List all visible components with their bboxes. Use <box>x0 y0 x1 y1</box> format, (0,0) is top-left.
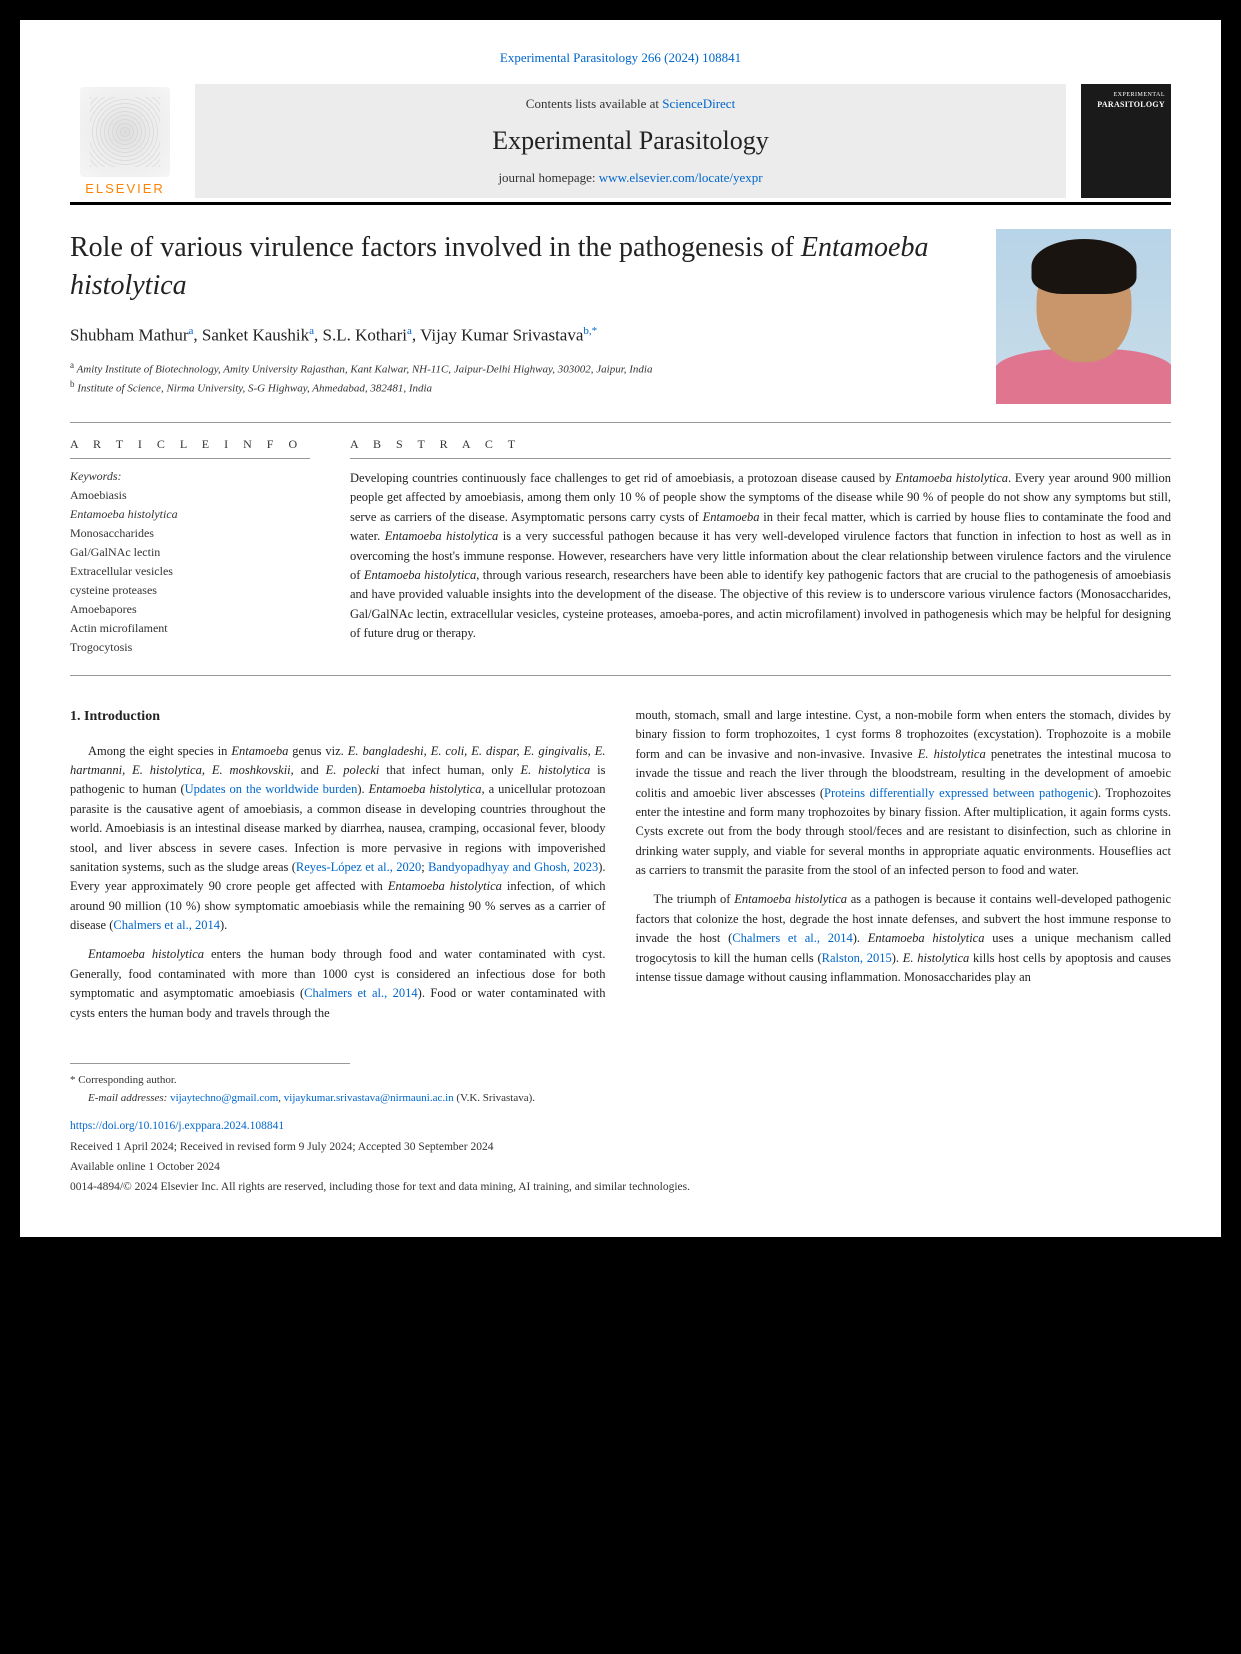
author-3: S.L. Kothari <box>323 325 408 344</box>
body-column-right: mouth, stomach, small and large intestin… <box>636 706 1172 1033</box>
keyword: Actin microfilament <box>70 619 310 637</box>
paragraph: The triumph of Entamoeba histolytica as … <box>636 890 1172 987</box>
copyright-line: 0014-4894/© 2024 Elsevier Inc. All right… <box>70 1178 1171 1196</box>
keyword: Monosaccharides <box>70 524 310 542</box>
abstract-column: A B S T R A C T Developing countries con… <box>350 437 1171 657</box>
author-photo <box>996 229 1171 404</box>
author-2: Sanket Kaushik <box>202 325 309 344</box>
paragraph: Entamoeba histolytica enters the human b… <box>70 945 606 1023</box>
citation-link[interactable]: Bandyopadhyay and Ghosh, 2023 <box>428 860 598 874</box>
homepage-link[interactable]: www.elsevier.com/locate/yexpr <box>599 170 763 185</box>
contents-prefix: Contents lists available at <box>526 96 662 111</box>
elsevier-label: ELSEVIER <box>85 181 165 196</box>
paragraph: mouth, stomach, small and large intestin… <box>636 706 1172 880</box>
keyword: Trogocytosis <box>70 638 310 656</box>
keyword: cysteine proteases <box>70 581 310 599</box>
author-4: Vijay Kumar Srivastava <box>420 325 583 344</box>
journal-banner: ELSEVIER Contents lists available at Sci… <box>70 84 1171 198</box>
homepage-line: journal homepage: www.elsevier.com/locat… <box>215 170 1046 186</box>
author-1: Shubham Mathur <box>70 325 189 344</box>
citation-link[interactable]: Reyes-López et al., 2020 <box>296 860 421 874</box>
title-text: Role of various virulence factors involv… <box>70 232 801 263</box>
sciencedirect-link[interactable]: ScienceDirect <box>662 96 735 111</box>
keyword: Amoebiasis <box>70 486 310 504</box>
page: Experimental Parasitology 266 (2024) 108… <box>20 20 1221 1237</box>
body-column-left: 1. Introduction Among the eight species … <box>70 706 606 1033</box>
abstract-text: Developing countries continuously face c… <box>350 469 1171 643</box>
body-columns: 1. Introduction Among the eight species … <box>70 706 1171 1033</box>
doi-link[interactable]: https://doi.org/10.1016/j.exppara.2024.1… <box>70 1117 1171 1135</box>
keywords-list: Amoebiasis Entamoeba histolytica Monosac… <box>70 486 310 656</box>
author-3-sup: a <box>407 325 412 337</box>
keywords-label: Keywords: <box>70 469 310 484</box>
elsevier-tree-icon <box>80 87 170 177</box>
keyword: Gal/GalNAc lectin <box>70 543 310 561</box>
title-block: Role of various virulence factors involv… <box>70 229 1171 404</box>
citation-link[interactable]: Chalmers et al., 2014 <box>304 986 417 1000</box>
affiliations: a Amity Institute of Biotechnology, Amit… <box>70 359 976 397</box>
footer-block: * Corresponding author. E-mail addresses… <box>70 1072 1171 1197</box>
citation-link[interactable]: Proteins differentially expressed betwee… <box>824 786 1094 800</box>
author-2-sup: a <box>309 325 314 337</box>
article-info: A R T I C L E I N F O Keywords: Amoebias… <box>70 437 310 657</box>
author-4-sup: b,* <box>583 325 597 337</box>
journal-name: Experimental Parasitology <box>215 126 1046 156</box>
article-title: Role of various virulence factors involv… <box>70 229 976 305</box>
corresponding-author: * Corresponding author. <box>70 1072 1171 1090</box>
keyword: Extracellular vesicles <box>70 562 310 580</box>
thick-rule <box>70 202 1171 205</box>
keyword: Entamoeba histolytica <box>70 505 310 523</box>
email-line: E-mail addresses: vijaytechno@gmail.com,… <box>70 1090 1171 1108</box>
citation-header: Experimental Parasitology 266 (2024) 108… <box>70 50 1171 66</box>
affiliation-b: b Institute of Science, Nirma University… <box>70 378 976 397</box>
citation-link[interactable]: Updates on the worldwide burden <box>185 782 358 796</box>
citation-link[interactable]: Chalmers et al., 2014 <box>113 918 220 932</box>
cover-small-text: EXPERIMENTAL <box>1113 92 1165 98</box>
info-abstract-row: A R T I C L E I N F O Keywords: Amoebias… <box>70 437 1171 657</box>
citation-link[interactable]: Ralston, 2015 <box>822 951 892 965</box>
title-text-area: Role of various virulence factors involv… <box>70 229 976 398</box>
article-info-label: A R T I C L E I N F O <box>70 437 310 452</box>
divider-rule-1 <box>70 422 1171 423</box>
elsevier-logo: ELSEVIER <box>70 84 180 198</box>
available-line: Available online 1 October 2024 <box>70 1158 1171 1176</box>
email-link-2[interactable]: vijaykumar.srivastava@nirmauni.ac.in <box>284 1092 454 1104</box>
dates-line: Received 1 April 2024; Received in revis… <box>70 1138 1171 1156</box>
author-1-sup: a <box>189 325 194 337</box>
abstract-rule <box>350 458 1171 459</box>
email-link-1[interactable]: vijaytechno@gmail.com <box>170 1092 278 1104</box>
footer-rule <box>70 1063 350 1064</box>
paragraph: Among the eight species in Entamoeba gen… <box>70 742 606 936</box>
info-rule <box>70 458 310 459</box>
citation-link[interactable]: Chalmers et al., 2014 <box>732 931 852 945</box>
abstract-label: A B S T R A C T <box>350 437 1171 452</box>
journal-info-box: Contents lists available at ScienceDirec… <box>195 84 1066 198</box>
homepage-prefix: journal homepage: <box>498 170 598 185</box>
cover-title-text: PARASITOLOGY <box>1097 100 1165 109</box>
divider-rule-2 <box>70 675 1171 676</box>
section-heading: 1. Introduction <box>70 706 606 728</box>
authors: Shubham Mathura, Sanket Kaushika, S.L. K… <box>70 325 976 346</box>
keyword: Amoebapores <box>70 600 310 618</box>
journal-cover: EXPERIMENTAL PARASITOLOGY <box>1081 84 1171 198</box>
contents-line: Contents lists available at ScienceDirec… <box>215 96 1046 112</box>
affiliation-a: a Amity Institute of Biotechnology, Amit… <box>70 359 976 378</box>
